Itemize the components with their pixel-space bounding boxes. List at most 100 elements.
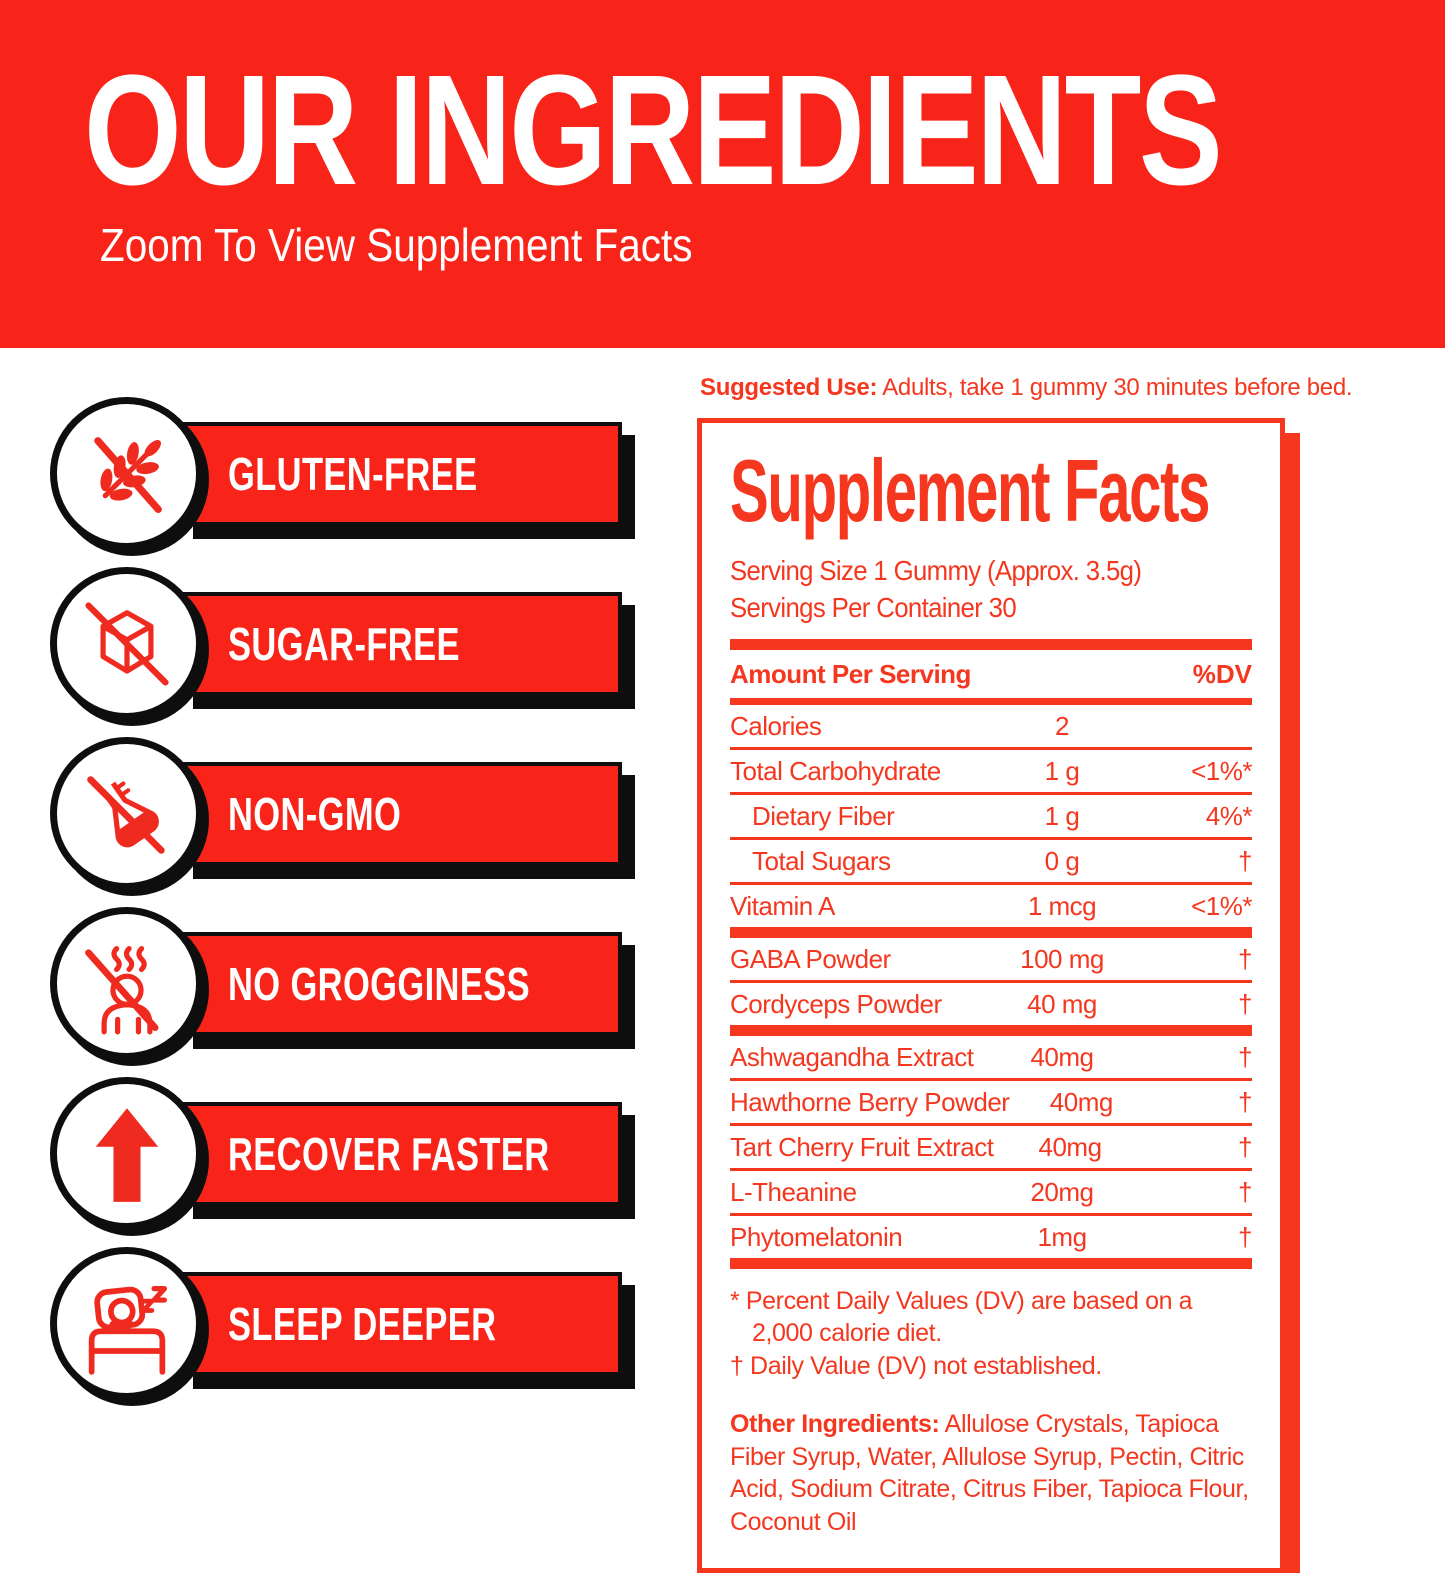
row-separator-thin: [730, 979, 1252, 983]
nutrient-name: Total Carbohydrate: [730, 755, 941, 786]
badge-label: GLUTEN-FREE: [228, 448, 478, 500]
badge-bar: [180, 1102, 622, 1206]
nutrient-dv: †: [1238, 1086, 1252, 1117]
nutrient-amount: 1 g: [1044, 800, 1080, 831]
badge-recover-faster: RECOVER FASTER: [50, 1077, 640, 1231]
sleeping-person-icon: [88, 1285, 167, 1375]
row-separator-thin: [730, 746, 1252, 750]
badge-label: NON-GMO: [228, 788, 402, 840]
facts-row: L-Theanine 20mg †: [730, 1171, 1253, 1213]
footnotes: * Percent Daily Values (DV) are based on…: [730, 1285, 1252, 1383]
nutrient-dv: †: [1238, 1176, 1252, 1207]
facts-row: GABA Powder 100 mg †: [730, 938, 1253, 980]
nutrient-amount: 20mg: [1030, 1176, 1094, 1207]
badge-bar: [180, 932, 622, 1036]
badge-bar: [180, 592, 622, 696]
facts-header-row: Amount Per Serving %DV: [730, 650, 1252, 698]
suggested-use-text: Adults, take 1 gummy 30 minutes before b…: [877, 374, 1353, 401]
nutrient-dv: †: [1238, 943, 1252, 974]
page-subtitle: Zoom To View Supplement Facts: [100, 219, 693, 271]
footnote-dv-not-established: † Daily Value (DV) not established.: [730, 1351, 1102, 1380]
row-separator-thin: [730, 1212, 1252, 1216]
page-title: OUR INGREDIENTS: [84, 43, 1223, 218]
nutrient-amount: 40 mg: [1027, 988, 1097, 1019]
amount-per-serving-header: Amount Per Serving: [730, 658, 971, 689]
supplement-facts-panel: Supplement Facts Serving Size 1 Gummy (A…: [697, 418, 1285, 1573]
dv-header: %DV: [1192, 658, 1252, 689]
row-separator-thick: [730, 1257, 1252, 1269]
arrow-up-icon: [95, 1107, 158, 1202]
badge-circle: [50, 1077, 203, 1230]
badge-non-gmo: NON-GMO: [50, 737, 640, 891]
suggested-use-label: Suggested Use:: [700, 374, 878, 401]
nutrient-amount: 0 g: [1044, 845, 1080, 876]
nutrient-name: Calories: [730, 710, 822, 741]
nutrient-dv: <1%*: [1191, 755, 1252, 786]
nutrient-name: Cordyceps Powder: [730, 988, 942, 1019]
nutrient-name: L-Theanine: [730, 1176, 857, 1207]
badge-sugar-free: SUGAR-FREE: [50, 567, 640, 721]
footnote-dv-basis: * Percent Daily Values (DV) are based on…: [730, 1286, 1193, 1315]
row-separator-thin: [730, 881, 1252, 885]
badge-label: SLEEP DEEPER: [228, 1298, 497, 1350]
nutrient-dv: †: [1238, 845, 1252, 876]
nutrient-name: Total Sugars: [752, 845, 891, 876]
nutrient-name: Ashwagandha Extract: [730, 1041, 974, 1072]
nutrient-dv: <1%*: [1191, 890, 1252, 921]
sugar-cube-slash-icon: [84, 601, 169, 686]
header-banner: OUR INGREDIENTS Zoom To View Supplement …: [0, 0, 1445, 348]
facts-row: Tart Cherry Fruit Extract 40mg †: [730, 1126, 1253, 1168]
badge-circle: [50, 397, 203, 550]
facts-row: Hawthorne Berry Powder 40mg †: [730, 1081, 1252, 1123]
facts-row: Total Sugars 0 g †: [730, 840, 1253, 882]
nutrient-amount: 40mg: [1038, 1131, 1103, 1162]
nutrient-amount: 1 g: [1044, 755, 1080, 786]
row-separator-thin: [730, 1122, 1252, 1126]
nutrient-name: Tart Cherry Fruit Extract: [730, 1131, 994, 1162]
badge-gluten-free: GLUTEN-FREE: [50, 397, 640, 551]
badge-label: NO GROGGINESS: [228, 958, 531, 1010]
row-separator-thin: [730, 791, 1252, 795]
other-ingredients: Other Ingredients: Allulose Crystals, Ta…: [730, 1408, 1252, 1538]
nutrient-dv: 4%*: [1205, 800, 1253, 831]
badge-bar: [180, 762, 622, 866]
suggested-use: Suggested Use: Adults, take 1 gummy 30 m…: [700, 374, 1353, 402]
nutrient-dv: †: [1238, 988, 1252, 1019]
badge-sleep-deeper: SLEEP DEEPER: [50, 1247, 640, 1401]
badge-circle: [50, 1247, 203, 1400]
footnote-dv-basis-2: 2,000 calorie diet.: [752, 1319, 942, 1348]
flask-slash-icon: [86, 775, 165, 854]
divider-thick: [730, 638, 1252, 650]
nutrient-name: Dietary Fiber: [752, 800, 895, 831]
badge-no-grogginess: NO GROGGINESS: [50, 907, 640, 1061]
nutrient-dv: †: [1238, 1221, 1252, 1252]
facts-row: Vitamin A 1 mcg <1%*: [730, 885, 1253, 927]
row-separator-thin: [730, 836, 1252, 840]
facts-rows: Calories 2 Total Carbohydrate 1 g <1%* D…: [730, 705, 1253, 1269]
serving-size: Serving Size 1 Gummy (Approx. 3.5g): [730, 555, 1142, 586]
row-separator-thick: [730, 926, 1252, 938]
nutrient-dv: †: [1238, 1131, 1252, 1162]
facts-row: Phytomelatonin 1mg †: [730, 1216, 1253, 1258]
row-separator-thin: [730, 1077, 1252, 1081]
servings-per-container: Servings Per Container 30: [730, 591, 1017, 623]
nutrient-name: GABA Powder: [730, 943, 891, 974]
nutrient-name: Phytomelatonin: [730, 1221, 903, 1252]
facts-row: Dietary Fiber 1 g 4%*: [730, 795, 1253, 837]
facts-row: Total Carbohydrate 1 g <1%*: [730, 750, 1253, 792]
nutrient-amount: 40mg: [1049, 1086, 1114, 1117]
facts-row: Ashwagandha Extract 40mg †: [730, 1036, 1253, 1078]
badge-label: SUGAR-FREE: [228, 618, 460, 670]
nutrient-amount: 100 mg: [1020, 943, 1104, 974]
nutrient-amount: 40mg: [1030, 1041, 1094, 1072]
nutrient-dv: †: [1238, 1041, 1252, 1072]
nutrient-amount: 1mg: [1037, 1221, 1087, 1252]
badge-circle: [50, 737, 203, 890]
row-separator-thin: [730, 1167, 1252, 1171]
nutrient-amount: 1 mcg: [1027, 890, 1097, 921]
nutrient-name: Vitamin A: [730, 890, 835, 921]
badge-bar: [180, 422, 622, 526]
badge-bar: [180, 1272, 622, 1376]
nutrient-name: Hawthorne Berry Powder: [730, 1086, 1010, 1117]
